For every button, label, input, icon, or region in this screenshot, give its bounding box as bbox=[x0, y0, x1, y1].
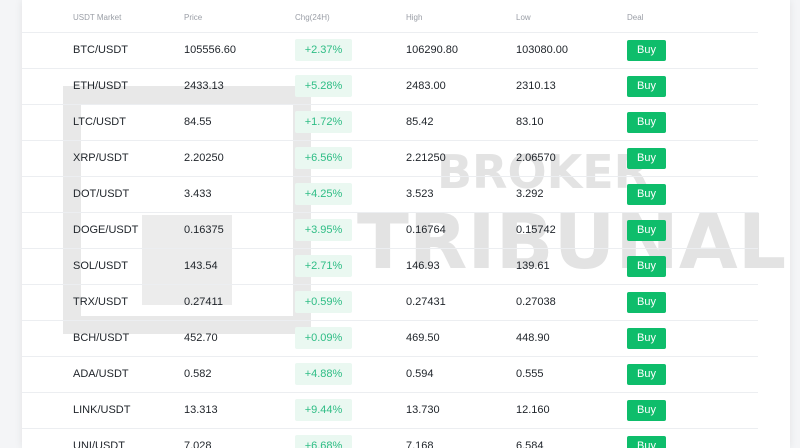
buy-button[interactable]: Buy bbox=[627, 148, 666, 169]
market-pair: LTC/USDT bbox=[73, 116, 126, 128]
price-cell: 0.582 bbox=[184, 368, 212, 380]
price-cell: 3.292 bbox=[516, 188, 544, 200]
row-divider bbox=[22, 248, 758, 249]
price-cell: 3.523 bbox=[406, 188, 434, 200]
market-pair: LINK/USDT bbox=[73, 404, 131, 416]
market-pair: ETH/USDT bbox=[73, 80, 128, 92]
price-cell: 2.21250 bbox=[406, 152, 446, 164]
buy-button[interactable]: Buy bbox=[627, 112, 666, 133]
watermark-logo bbox=[63, 86, 311, 334]
buy-button[interactable]: Buy bbox=[627, 220, 666, 241]
change-badge: +9.44% bbox=[295, 399, 352, 421]
change-badge: +2.71% bbox=[295, 255, 352, 277]
change-badge: +4.25% bbox=[295, 183, 352, 205]
market-pair: DOGE/USDT bbox=[73, 224, 139, 236]
buy-button[interactable]: Buy bbox=[627, 400, 666, 421]
price-cell: 2433.13 bbox=[184, 80, 224, 92]
change-badge: +6.56% bbox=[295, 147, 352, 169]
column-header: Low bbox=[516, 13, 531, 22]
market-pair: UNI/USDT bbox=[73, 440, 125, 448]
price-cell: 0.555 bbox=[516, 368, 544, 380]
price-cell: 84.55 bbox=[184, 116, 212, 128]
price-cell: 6.584 bbox=[516, 440, 544, 448]
price-cell: 469.50 bbox=[406, 332, 440, 344]
buy-button[interactable]: Buy bbox=[627, 40, 666, 61]
price-cell: 103080.00 bbox=[516, 44, 568, 56]
price-cell: 13.730 bbox=[406, 404, 440, 416]
price-cell: 2310.13 bbox=[516, 80, 556, 92]
price-cell: 7.168 bbox=[406, 440, 434, 448]
price-cell: 0.27038 bbox=[516, 296, 556, 308]
row-divider bbox=[22, 212, 758, 213]
change-badge: +5.28% bbox=[295, 75, 352, 97]
row-divider bbox=[22, 284, 758, 285]
row-divider bbox=[22, 104, 758, 105]
market-card: BROKER TRIBUNAL USDT Market Price Chg(24H)… bbox=[22, 0, 790, 448]
price-cell: 139.61 bbox=[516, 260, 550, 272]
price-cell: 7.028 bbox=[184, 440, 212, 448]
price-cell: 0.15742 bbox=[516, 224, 556, 236]
change-badge: +6.68% bbox=[295, 435, 352, 448]
buy-button[interactable]: Buy bbox=[627, 328, 666, 349]
market-pair: SOL/USDT bbox=[73, 260, 129, 272]
price-cell: 12.160 bbox=[516, 404, 550, 416]
change-badge: +2.37% bbox=[295, 39, 352, 61]
price-cell: 105556.60 bbox=[184, 44, 236, 56]
price-cell: 106290.80 bbox=[406, 44, 458, 56]
price-cell: 0.27411 bbox=[184, 296, 223, 308]
change-badge: +3.95% bbox=[295, 219, 352, 241]
change-badge: +1.72% bbox=[295, 111, 352, 133]
market-pair: ADA/USDT bbox=[73, 368, 129, 380]
market-pair: XRP/USDT bbox=[73, 152, 129, 164]
price-cell: 0.594 bbox=[406, 368, 434, 380]
buy-button[interactable]: Buy bbox=[627, 364, 666, 385]
column-header: High bbox=[406, 13, 423, 22]
price-cell: 3.433 bbox=[184, 188, 212, 200]
column-header: Deal bbox=[627, 13, 644, 22]
change-badge: +4.88% bbox=[295, 363, 352, 385]
change-badge: +0.09% bbox=[295, 327, 352, 349]
column-header: Chg(24H) bbox=[295, 13, 330, 22]
price-cell: 452.70 bbox=[184, 332, 218, 344]
market-pair: DOT/USDT bbox=[73, 188, 130, 200]
row-divider bbox=[22, 140, 758, 141]
change-badge: +0.59% bbox=[295, 291, 352, 313]
row-divider bbox=[22, 68, 758, 69]
price-cell: 448.90 bbox=[516, 332, 550, 344]
price-cell: 146.93 bbox=[406, 260, 440, 272]
price-cell: 2.06570 bbox=[516, 152, 556, 164]
row-divider bbox=[22, 356, 758, 357]
market-pair: BCH/USDT bbox=[73, 332, 130, 344]
market-pair: TRX/USDT bbox=[73, 296, 128, 308]
price-cell: 2.20250 bbox=[184, 152, 224, 164]
price-cell: 13.313 bbox=[184, 404, 218, 416]
row-divider bbox=[22, 32, 758, 33]
column-header: Price bbox=[184, 13, 203, 22]
buy-button[interactable]: Buy bbox=[627, 436, 666, 448]
buy-button[interactable]: Buy bbox=[627, 184, 666, 205]
buy-button[interactable]: Buy bbox=[627, 256, 666, 277]
price-cell: 2483.00 bbox=[406, 80, 446, 92]
price-cell: 0.16764 bbox=[406, 224, 446, 236]
price-cell: 83.10 bbox=[516, 116, 544, 128]
price-cell: 0.16375 bbox=[184, 224, 224, 236]
price-cell: 85.42 bbox=[406, 116, 434, 128]
buy-button[interactable]: Buy bbox=[627, 292, 666, 313]
row-divider bbox=[22, 320, 758, 321]
market-pair: BTC/USDT bbox=[73, 44, 128, 56]
column-header: USDT Market bbox=[73, 13, 122, 22]
row-divider bbox=[22, 176, 758, 177]
buy-button[interactable]: Buy bbox=[627, 76, 666, 97]
price-cell: 143.54 bbox=[184, 260, 218, 272]
price-cell: 0.27431 bbox=[406, 296, 446, 308]
row-divider bbox=[22, 428, 758, 429]
row-divider bbox=[22, 392, 758, 393]
